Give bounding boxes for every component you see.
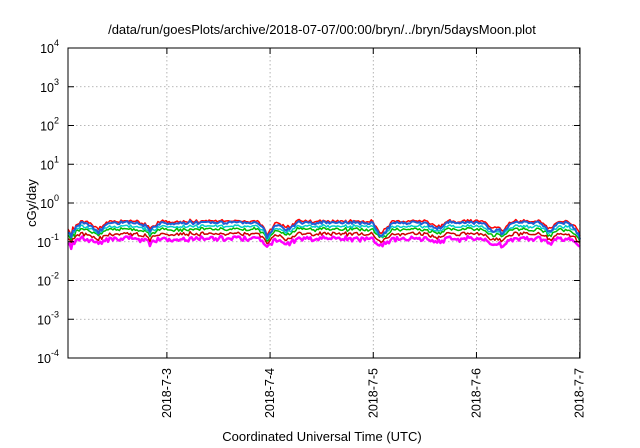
y-axis-label: cGy/day — [24, 179, 39, 227]
chart-title: /data/run/goesPlots/archive/2018-07-07/0… — [108, 22, 536, 37]
series-group — [67, 218, 581, 251]
x-tick-label: 2018-7-4 — [263, 368, 277, 418]
x-tick-label: 2018-7-6 — [469, 368, 483, 418]
series-line — [67, 234, 581, 251]
y-tick-label: 101 — [40, 154, 59, 172]
y-axis: 10-4 10-3 10-2 10-1 100 101 102 103 104 — [37, 38, 580, 366]
series-line — [67, 230, 581, 245]
y-tick-label: 103 — [40, 77, 59, 95]
y-tick-label: 10-4 — [37, 348, 59, 366]
x-axis-label: Coordinated Universal Time (UTC) — [222, 429, 421, 444]
y-tick-label: 100 — [40, 193, 59, 211]
y-tick-label: 10-2 — [37, 271, 59, 289]
y-tick-label: 104 — [40, 38, 59, 56]
x-tick-label: 2018-7-3 — [160, 368, 174, 418]
gridlines — [68, 47, 581, 359]
y-tick-label: 10-3 — [37, 309, 59, 327]
series-line — [68, 219, 581, 240]
y-tick-label: 10-1 — [37, 232, 59, 250]
x-tick-label: 2018-7-7 — [573, 368, 587, 418]
series-line — [67, 226, 581, 243]
x-tick-label: 2018-7-5 — [366, 368, 380, 418]
y-tick-label: 102 — [40, 116, 59, 134]
x-axis: 2018-7-3 2018-7-4 2018-7-5 2018-7-6 2018-7-7 — [160, 48, 587, 418]
